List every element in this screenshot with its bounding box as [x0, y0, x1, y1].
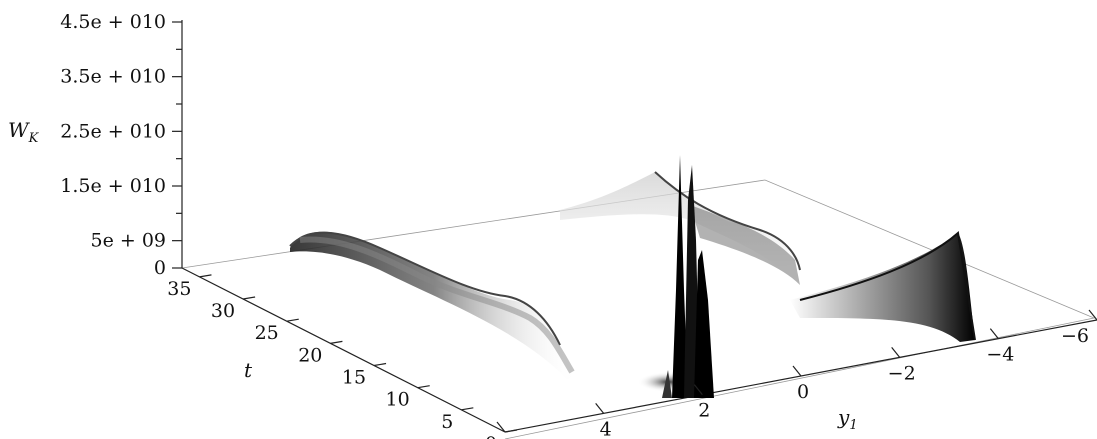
y1-tick-mark	[595, 402, 605, 414]
right-ridge-edge	[799, 231, 976, 341]
t-tick-mark	[417, 385, 430, 389]
t-tick-mark	[199, 274, 212, 278]
y1-tick-mark	[1088, 309, 1097, 321]
back-hump	[560, 172, 800, 268]
surface	[289, 155, 976, 398]
z-tick-label: 1.5e + 010	[60, 175, 166, 197]
z-axis-label: WK	[8, 118, 40, 146]
t-tick-label: 30	[211, 300, 235, 322]
t-tick-label: 0	[485, 433, 497, 439]
y1-tick-mark	[792, 365, 802, 377]
y1-tick-label: 4	[600, 418, 612, 439]
t-tick-mark	[286, 318, 299, 322]
left-ridge-top	[289, 231, 561, 346]
right-ridge	[790, 233, 975, 342]
z-tick-label: 0	[154, 257, 166, 279]
central-spike-3	[694, 250, 714, 398]
y1-tick-mark	[693, 384, 703, 396]
t-tick-label: 15	[342, 367, 366, 389]
back-hump-shade	[690, 205, 800, 285]
y1-tick-mark	[891, 346, 901, 358]
z-tick-label: 4.5e + 010	[60, 11, 166, 33]
y1-tick-label: −4	[986, 344, 1014, 366]
z-tick-label: 5e + 09	[90, 230, 166, 252]
z-tick-label: 2.5e + 010	[60, 120, 166, 142]
t-tick-mark	[373, 362, 387, 367]
t-tick-label: 5	[441, 411, 453, 433]
z-tick-label: 3.5e + 010	[60, 66, 166, 88]
t-axis-label: t	[244, 358, 253, 382]
back-hump-edge	[654, 171, 801, 271]
z-axis: 4.5e + 010 3.5e + 010 2.5e + 010 1.5e + 010…	[8, 11, 183, 279]
t-tick-label: 10	[386, 389, 410, 411]
t-axis: 35 30 25 20 15 10 5 0 t	[167, 274, 518, 439]
central-spike-edge	[662, 370, 672, 398]
y1-tick-mark	[989, 328, 999, 340]
y1-tick-label: −6	[1061, 325, 1089, 347]
central-spike-1	[672, 155, 688, 398]
left-ridge-front	[290, 231, 578, 380]
t-tick-mark	[243, 296, 256, 300]
t-tick-mark	[461, 407, 474, 411]
t-tick-mark	[504, 429, 518, 433]
t-tick-label: 20	[298, 344, 322, 366]
t-tick-label: 35	[167, 278, 191, 300]
t-tick-label: 25	[255, 322, 279, 344]
y1-tick-label: 0	[797, 381, 809, 403]
y1-axis-label: y1	[837, 405, 858, 433]
left-ridge-band	[299, 236, 575, 374]
y1-tick-label: 2	[698, 400, 710, 422]
y1-tick-label: −2	[888, 362, 916, 384]
t-tick-mark	[330, 340, 343, 344]
y1-tick-label: 6	[501, 437, 513, 439]
y1-tick-mark	[496, 421, 506, 433]
y1-axis: 6 4 2 0 −2 −4 −6 y1	[496, 309, 1097, 439]
